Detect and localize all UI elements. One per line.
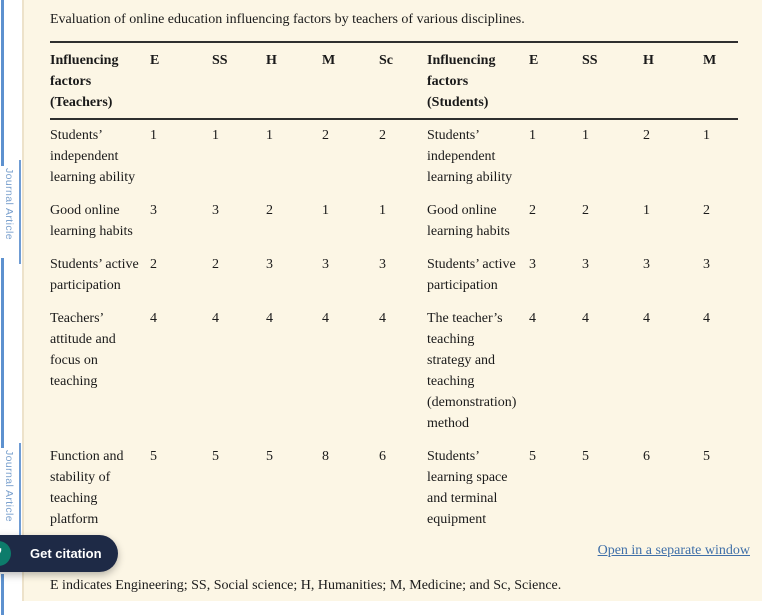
value-cell: 3 <box>322 257 329 272</box>
value-cell: 1 <box>529 128 536 143</box>
value-cell: 4 <box>150 311 157 326</box>
table-row: Students’ independent learning ability 1… <box>50 119 738 195</box>
value-cell: 2 <box>529 203 536 218</box>
value-cell: 1 <box>212 128 219 143</box>
influencing-factors-table: Influencing factors (Teachers) E SS H M … <box>50 41 738 537</box>
value-cell: 6 <box>379 449 386 464</box>
factor-cell: Good online learning habits <box>427 203 510 239</box>
value-cell: 3 <box>150 203 157 218</box>
get-citation-button[interactable]: ❞ Get citation <box>0 535 118 572</box>
value-cell: 1 <box>322 203 329 218</box>
table-row: Good online learning habits 3 3 2 1 1 Go… <box>50 195 738 249</box>
journal-article-tab-bottom: Journal Article <box>3 450 15 522</box>
citation-quote-icon: ❞ <box>0 541 11 566</box>
factor-cell: Function and stability of teaching platf… <box>50 449 124 527</box>
ribbon-tab-edge-bottom <box>19 443 21 561</box>
column-header: SS <box>212 42 266 120</box>
value-cell: 6 <box>643 449 650 464</box>
value-cell: 4 <box>582 311 589 326</box>
value-cell: 3 <box>643 257 650 272</box>
value-cell: 4 <box>529 311 536 326</box>
factor-cell: Students’ independent learning ability <box>427 128 513 185</box>
column-header: H <box>643 42 703 120</box>
value-cell: 3 <box>703 257 710 272</box>
value-cell: 4 <box>266 311 273 326</box>
value-cell: 1 <box>582 128 589 143</box>
header-row: Influencing factors (Teachers) E SS H M … <box>50 42 738 120</box>
column-header-student-factor: Influencing factors (Students) <box>427 42 529 120</box>
value-cell: 2 <box>266 203 273 218</box>
value-cell: 4 <box>643 311 650 326</box>
column-header: E <box>150 42 212 120</box>
value-cell: 3 <box>212 203 219 218</box>
column-header: M <box>322 42 379 120</box>
column-header: SS <box>582 42 643 120</box>
table-row: Function and stability of teaching platf… <box>50 441 738 537</box>
value-cell: 4 <box>212 311 219 326</box>
value-cell: 3 <box>379 257 386 272</box>
value-cell: 5 <box>582 449 589 464</box>
value-cell: 8 <box>322 449 329 464</box>
table-row: Students’ active participation 2 2 3 3 3… <box>50 249 738 303</box>
value-cell: 5 <box>150 449 157 464</box>
table-footnote: E indicates Engineering; SS, Social scie… <box>50 578 562 593</box>
journal-article-tab-top: Journal Article <box>3 168 15 240</box>
value-cell: 3 <box>582 257 589 272</box>
table-caption: Evaluation of online education influenci… <box>50 12 525 27</box>
value-cell: 1 <box>703 128 710 143</box>
value-cell: 2 <box>643 128 650 143</box>
value-cell: 1 <box>643 203 650 218</box>
ribbon-line-top <box>1 0 4 166</box>
open-separate-window-link[interactable]: Open in a separate window <box>597 543 750 558</box>
ribbon-tab-edge-top <box>19 160 21 264</box>
factor-cell: Students’ independent learning ability <box>50 128 136 185</box>
table-row: Teachers’ attitude and focus on teaching… <box>50 303 738 441</box>
value-cell: 3 <box>529 257 536 272</box>
ribbon-line-middle <box>1 258 4 448</box>
value-cell: 5 <box>266 449 273 464</box>
factor-cell: The teacher’s teaching strategy and teac… <box>427 311 517 431</box>
column-header: E <box>529 42 582 120</box>
factor-cell: Students’ active participation <box>427 257 516 293</box>
ribbon-line-bottom <box>1 574 4 615</box>
factor-cell: Teachers’ attitude and focus on teaching <box>50 311 116 389</box>
value-cell: 1 <box>150 128 157 143</box>
value-cell: 4 <box>322 311 329 326</box>
value-cell: 3 <box>266 257 273 272</box>
value-cell: 5 <box>212 449 219 464</box>
column-header-teacher-factor: Influencing factors (Teachers) <box>50 42 150 120</box>
value-cell: 4 <box>703 311 710 326</box>
get-citation-label: Get citation <box>30 546 102 561</box>
table-card: Evaluation of online education influenci… <box>22 0 762 601</box>
value-cell: 4 <box>379 311 386 326</box>
factor-cell: Good online learning habits <box>50 203 133 239</box>
value-cell: 5 <box>703 449 710 464</box>
value-cell: 2 <box>322 128 329 143</box>
value-cell: 2 <box>212 257 219 272</box>
value-cell: 2 <box>703 203 710 218</box>
value-cell: 5 <box>529 449 536 464</box>
value-cell: 2 <box>582 203 589 218</box>
column-header: Sc <box>379 42 427 120</box>
value-cell: 2 <box>379 128 386 143</box>
factor-cell: Students’ active participation <box>50 257 139 293</box>
value-cell: 1 <box>266 128 273 143</box>
factor-cell: Students’ learning space and terminal eq… <box>427 449 508 527</box>
value-cell: 1 <box>379 203 386 218</box>
column-header: H <box>266 42 322 120</box>
link-row: Open in a separate window <box>50 541 750 559</box>
column-header: M <box>703 42 738 120</box>
value-cell: 2 <box>150 257 157 272</box>
